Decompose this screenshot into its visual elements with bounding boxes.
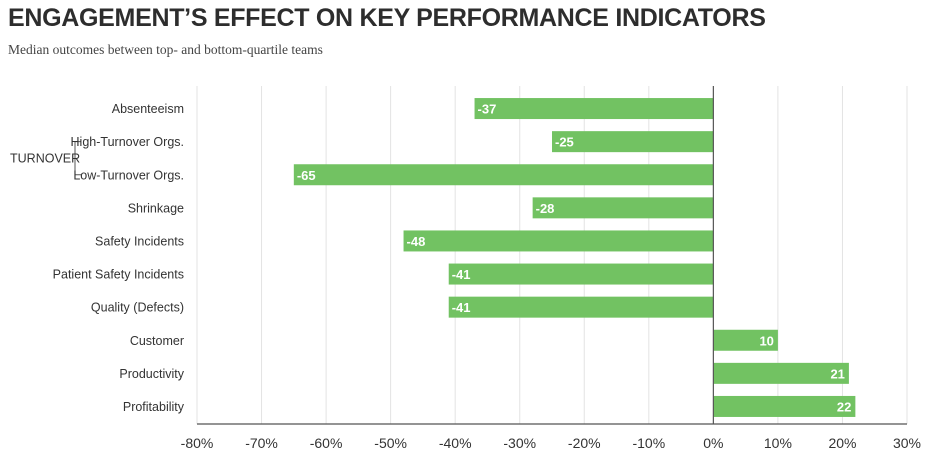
data-label: -41: [452, 300, 471, 315]
category-label: Productivity: [119, 367, 184, 381]
category-label: Low-Turnover Orgs.: [73, 168, 184, 182]
data-label: 10: [759, 333, 773, 348]
category-label: Patient Safety Incidents: [53, 268, 184, 282]
x-tick-label: 0%: [703, 435, 723, 451]
x-tick-label: -10%: [632, 435, 665, 451]
data-label: -65: [297, 168, 316, 183]
data-label: -28: [536, 201, 555, 216]
x-tick-label: -50%: [374, 435, 407, 451]
bar: [713, 329, 778, 351]
x-tick-label: 30%: [893, 435, 921, 451]
bar: [293, 164, 714, 186]
data-label: 22: [837, 399, 851, 414]
x-tick-label: 20%: [828, 435, 856, 451]
x-tick-label: -20%: [568, 435, 601, 451]
bar: [403, 230, 714, 252]
axes: [74, 86, 907, 425]
bar: [448, 296, 714, 318]
x-tick-label: -70%: [245, 435, 278, 451]
category-label: Safety Incidents: [95, 234, 184, 248]
category-label: Shrinkage: [128, 201, 184, 215]
data-label: -48: [407, 234, 426, 249]
bar: [532, 197, 714, 219]
labels: -80% -70% -60% -50% -40% -30% -20% -10% 0% 10% 20%…: [10, 102, 921, 451]
x-tick-label: -40%: [439, 435, 472, 451]
category-label: Profitability: [123, 400, 185, 414]
x-tick-label: 10%: [764, 435, 792, 451]
bar: [474, 98, 714, 120]
data-label: -37: [478, 102, 497, 117]
data-label: -41: [452, 267, 471, 282]
x-tick-label: -80%: [181, 435, 214, 451]
data-label: -25: [555, 135, 574, 150]
bar: [552, 131, 714, 153]
category-label: Absenteeism: [112, 102, 184, 116]
bar: [713, 395, 856, 417]
chart-subtitle: Median outcomes between top- and bottom-…: [8, 42, 323, 57]
bar: [448, 263, 714, 285]
x-tick-label: -30%: [503, 435, 536, 451]
category-label: Quality (Defects): [91, 301, 184, 315]
x-tick-label: -60%: [310, 435, 343, 451]
category-label: High-Turnover Orgs.: [71, 135, 184, 149]
data-label: 21: [830, 366, 844, 381]
group-bracket: [74, 141, 81, 176]
bar: [713, 362, 849, 384]
group-label: TURNOVER: [10, 152, 80, 166]
chart-title: ENGAGEMENT’S EFFECT ON KEY PERFORMANCE I…: [8, 4, 766, 32]
bars: [293, 98, 856, 417]
category-label: Customer: [130, 334, 184, 348]
